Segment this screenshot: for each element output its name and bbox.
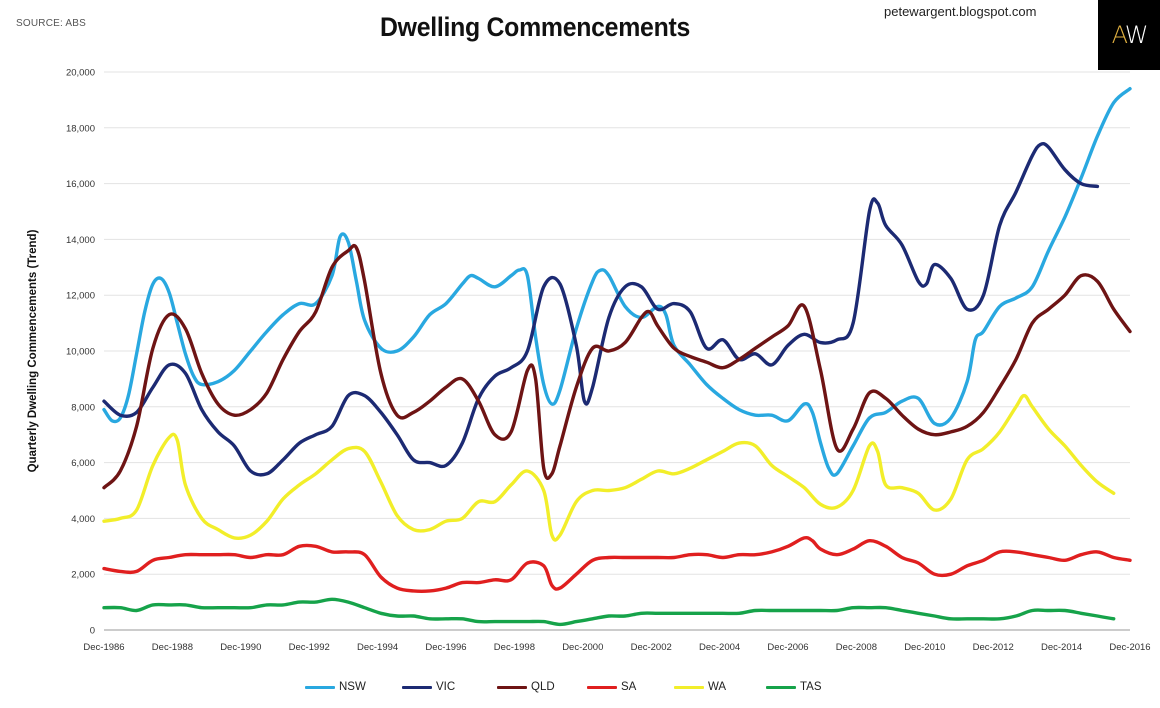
x-tick-label: Dec-2000 bbox=[562, 642, 603, 653]
x-tick-label: Dec-2010 bbox=[904, 642, 945, 653]
x-tick-label: Dec-1992 bbox=[289, 642, 330, 653]
site-url: petewargent.blogspot.com bbox=[884, 4, 1037, 19]
legend-swatch bbox=[766, 685, 796, 689]
legend-label: QLD bbox=[531, 681, 555, 693]
brand-logo: AW bbox=[1098, 0, 1160, 70]
source-note: SOURCE: ABS bbox=[16, 18, 86, 29]
x-tick-label: Dec-1996 bbox=[425, 642, 466, 653]
y-axis-label: Quarterly Dwelling Commencements (Trend) bbox=[27, 229, 39, 472]
x-tick-label: Dec-1986 bbox=[83, 642, 124, 653]
legend-swatch bbox=[402, 685, 432, 689]
y-tick-label: 4,000 bbox=[71, 514, 95, 525]
legend-label: VIC bbox=[436, 681, 456, 693]
legend-label: TAS bbox=[800, 681, 822, 693]
legend-swatch bbox=[674, 685, 704, 689]
series-line-qld bbox=[102, 243, 1132, 490]
x-tick-label: Dec-2016 bbox=[1109, 642, 1150, 653]
legend-item-tas: TAS bbox=[766, 676, 822, 698]
legend-label: SA bbox=[621, 681, 637, 693]
line-chart: 0 2,000 4,000 6,000 8,000 10,000 12,000 14,000 1… bbox=[27, 68, 1151, 654]
series-line-vic bbox=[102, 141, 1100, 477]
series-line-nsw bbox=[102, 87, 1132, 477]
gridlines bbox=[104, 71, 1130, 631]
x-tick-label: Dec-1998 bbox=[494, 642, 535, 653]
legend-item-qld: QLD bbox=[497, 676, 555, 698]
legend-item-sa: SA bbox=[587, 676, 636, 698]
series-lines bbox=[102, 87, 1132, 627]
x-tick-label: Dec-2012 bbox=[973, 642, 1014, 653]
x-tick-label: Dec-2004 bbox=[699, 642, 740, 653]
y-tick-label: 14,000 bbox=[66, 235, 95, 246]
legend: NSW VIC QLD SA WA TAS bbox=[0, 676, 1160, 698]
series-line-tas bbox=[102, 597, 1116, 627]
chart-title: Dwelling Commencements bbox=[379, 12, 691, 42]
x-tick-label: Dec-1990 bbox=[220, 642, 261, 653]
y-tick-label: 18,000 bbox=[66, 123, 95, 134]
y-tick-label: 8,000 bbox=[71, 402, 95, 413]
series-line-wa bbox=[102, 393, 1116, 542]
y-tick-label: 6,000 bbox=[71, 458, 95, 469]
logo-text: AW bbox=[1111, 21, 1149, 49]
x-tick-label: Dec-1994 bbox=[357, 642, 398, 653]
x-tick-label: Dec-2006 bbox=[767, 642, 808, 653]
y-axis-ticks: 0 2,000 4,000 6,000 8,000 10,000 12,000 14,000 1… bbox=[66, 68, 95, 637]
y-tick-label: 12,000 bbox=[66, 291, 95, 302]
y-tick-label: 10,000 bbox=[66, 347, 95, 358]
series-line-sa bbox=[102, 535, 1132, 593]
y-tick-label: 20,000 bbox=[66, 68, 95, 79]
legend-label: NSW bbox=[339, 681, 366, 693]
y-tick-label: 2,000 bbox=[71, 570, 95, 581]
x-tick-label: Dec-2008 bbox=[836, 642, 877, 653]
y-tick-label: 16,000 bbox=[66, 179, 95, 190]
x-tick-label: Dec-2014 bbox=[1041, 642, 1082, 653]
legend-item-wa: WA bbox=[674, 676, 726, 698]
legend-label: WA bbox=[708, 681, 727, 693]
legend-swatch bbox=[305, 685, 335, 689]
y-tick-label: 0 bbox=[90, 626, 95, 637]
x-axis-ticks: Dec-1986 Dec-1988 Dec-1990 Dec-1992 Dec-1994… bbox=[83, 642, 1150, 653]
legend-item-nsw: NSW bbox=[305, 676, 366, 698]
x-tick-label: Dec-2002 bbox=[631, 642, 672, 653]
legend-swatch bbox=[497, 685, 527, 689]
legend-item-vic: VIC bbox=[402, 676, 455, 698]
x-tick-label: Dec-1988 bbox=[152, 642, 193, 653]
legend-swatch bbox=[587, 685, 617, 689]
